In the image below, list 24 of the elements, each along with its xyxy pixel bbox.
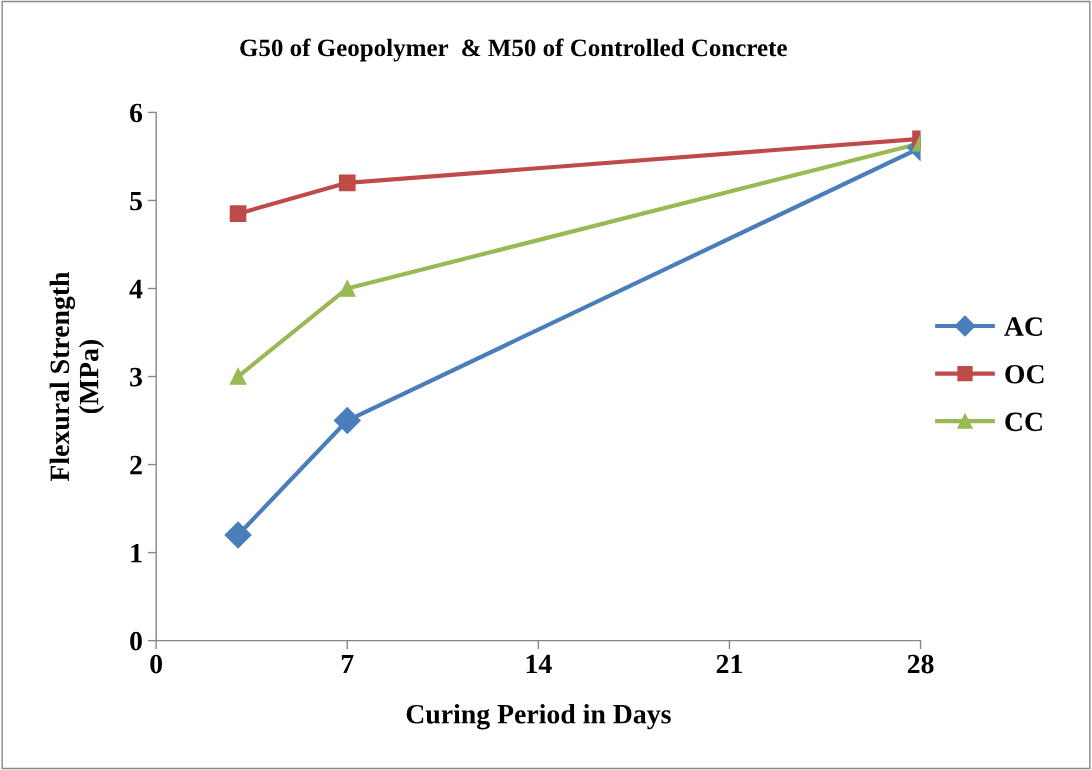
- point: [333, 407, 361, 435]
- point: [229, 205, 247, 222]
- y-tick-label: 2: [130, 455, 142, 475]
- legend-label: OC: [1005, 364, 1044, 384]
- x-tick-label: 21: [716, 654, 742, 674]
- chart-title: G50 of Geopolymer & M50 of Controlled Concrete: [240, 38, 787, 62]
- x-axis-title: Curing Period in Days: [406, 704, 671, 730]
- legend-label: CC: [1005, 412, 1042, 432]
- x-tick-label: 14: [526, 654, 552, 674]
- y-tick-label: 5: [130, 191, 142, 211]
- x-tick-label: 28: [907, 654, 934, 674]
- x-tick-label: 0: [150, 654, 163, 674]
- y-tick-label: 4: [129, 279, 143, 299]
- point: [229, 368, 247, 385]
- point: [338, 280, 356, 297]
- y-tick-label: 3: [130, 367, 143, 387]
- y-tick-label: 1: [131, 543, 142, 563]
- point: [338, 174, 356, 192]
- y-tick-label: 0: [130, 631, 142, 651]
- legend-label: AC: [1004, 317, 1042, 336]
- point: [224, 521, 252, 549]
- x-tick-label: 7: [341, 654, 354, 674]
- y-axis-title: Flexural Strength (MPa): [49, 271, 105, 482]
- y-tick-label: 6: [130, 103, 143, 123]
